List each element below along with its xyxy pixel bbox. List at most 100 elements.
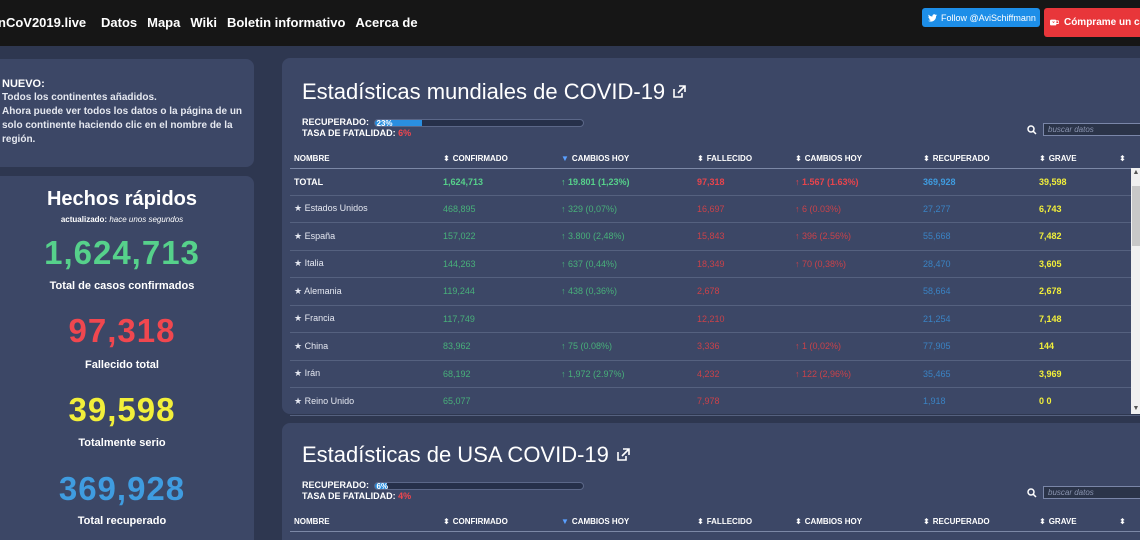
fatality-pct: 4% xyxy=(398,491,412,501)
star-icon[interactable]: ★ xyxy=(294,258,305,269)
header-confirmado[interactable]: ⬍ CONFIRMADO xyxy=(443,513,561,532)
country-label: Francia xyxy=(304,313,335,324)
header-grave[interactable]: ⬍ GRAVE xyxy=(1039,513,1119,532)
cell-value: 7,978 xyxy=(697,387,795,416)
table-row[interactable]: ★ Francia 117,749 12,210 21,254 7,148 xyxy=(290,305,1140,333)
sort-icon: ⬍ xyxy=(1039,517,1046,527)
top-navbar: nCoV2019.live Datos Mapa Wiki Boletin in… xyxy=(0,0,1140,46)
buy-coffee-button[interactable]: Cómprame un café xyxy=(1044,8,1140,37)
table-row[interactable]: ★ China 83,962 ↑ 75 (0.08%) 3,336 ↑ 1 (0,02%… xyxy=(290,332,1140,361)
cell-value: 15,843 xyxy=(697,222,795,251)
twitter-follow-button[interactable]: Follow @AviSchiffmann xyxy=(922,8,1040,27)
country-name[interactable]: ★ Irán xyxy=(290,360,443,388)
sort-icon: ⬍ xyxy=(1119,154,1126,164)
header-recuperado[interactable]: ⬍ RECUPERADO xyxy=(923,150,1039,169)
cell-value: 3,969 xyxy=(1039,360,1119,388)
country-name[interactable]: ★ Alemania xyxy=(290,277,443,306)
table-scrollbar[interactable]: ▲ ▼ xyxy=(1131,168,1140,414)
star-icon[interactable]: ★ xyxy=(294,230,305,241)
cell-value: 3,336 xyxy=(697,332,795,361)
world-stats-title[interactable]: Estadísticas mundiales de COVID-19 xyxy=(302,79,687,105)
country-name[interactable]: ★ Italia xyxy=(290,250,443,278)
updated-value: hace unos segundos xyxy=(109,215,184,224)
nav-link-boletin[interactable]: Boletin informativo xyxy=(226,15,346,30)
usa-stats-title[interactable]: Estadísticas de USA COVID-19 xyxy=(302,442,631,468)
country-label: Reino Unido xyxy=(304,395,355,406)
country-name[interactable]: ★ Francia xyxy=(290,305,443,333)
table-row[interactable]: ★ Estados Unidos 468,895 ↑ 329 (0,07%) 16,6… xyxy=(290,195,1140,223)
header-fallecido[interactable]: ⬍ FALLECIDO xyxy=(697,150,795,169)
country-label: España xyxy=(304,230,336,241)
follow-label: Follow @AviSchiffmann xyxy=(941,12,1036,23)
country-name[interactable]: ★ Estados Unidos xyxy=(290,195,443,223)
header-label: CAMBIOS HOY xyxy=(804,154,863,164)
country-name[interactable]: ★ China xyxy=(290,332,443,361)
sort-icon: ⬍ xyxy=(923,154,930,164)
cell-value: ↑ 122 (2,96%) xyxy=(795,360,923,388)
cell-value: 4,232 xyxy=(697,360,795,388)
cell-value: 1,918 xyxy=(923,387,1039,416)
star-icon[interactable]: ★ xyxy=(294,340,305,351)
header-label: CONFIRMADO xyxy=(452,517,508,527)
country-label: Italia xyxy=(304,258,324,269)
table-row[interactable]: ★ España 157,022 ↑ 3.800 (2,48%) 15,843 ↑ 39… xyxy=(290,222,1140,251)
total-change: ↑ 19.801 (1,23%) xyxy=(561,168,697,196)
header-confirmado[interactable]: ⬍ CONFIRMADO xyxy=(443,150,561,169)
header-cambios-hoy[interactable]: ▼ CAMBIOS HOY xyxy=(561,150,697,169)
header-grave[interactable]: ⬍ GRAVE xyxy=(1039,150,1119,169)
table-row[interactable]: ★ Alemania 119,244 ↑ 438 (0,36%) 2,678 58,66… xyxy=(290,277,1140,306)
brand-logo[interactable]: nCoV2019.live xyxy=(0,15,87,30)
header-extra[interactable]: ⬍ xyxy=(1119,513,1140,532)
world-search-input[interactable] xyxy=(1043,123,1140,136)
header-cambios-hoy[interactable]: ▼ CAMBIOS HOY xyxy=(561,513,697,532)
scroll-down-icon[interactable]: ▼ xyxy=(1132,405,1140,412)
total-serious: 39,598 xyxy=(1039,168,1119,196)
cell-value: ↑ 1,972 (2.97%) xyxy=(561,360,697,388)
total-deaths: 97,318 xyxy=(697,168,795,196)
cell-value: 468,895 xyxy=(443,195,561,223)
cell-value: 117,749 xyxy=(443,305,561,333)
quick-facts-panel: Hechos rápidos actualizado: hace unos se… xyxy=(0,176,254,540)
header-label: CAMBIOS HOY xyxy=(571,517,630,527)
country-name[interactable]: ★ España xyxy=(290,222,443,251)
header-extra[interactable]: ⬍ xyxy=(1119,150,1140,169)
cell-value: 12,210 xyxy=(697,305,795,333)
usa-stats-title-text: Estadísticas de USA COVID-19 xyxy=(302,442,609,467)
nav-link-acerca[interactable]: Acerca de xyxy=(355,15,418,30)
star-icon[interactable]: ★ xyxy=(294,395,305,406)
header-fallecido[interactable]: ⬍ FALLECIDO xyxy=(697,513,795,532)
usa-stats-table: NOMBRE ⬍ CONFIRMADO ▼ CAMBIOS HOY ⬍ FALLECI… xyxy=(290,513,1140,532)
header-cambios-hoy-deaths[interactable]: ⬍ CAMBIOS HOY xyxy=(795,150,923,169)
header-recuperado[interactable]: ⬍ RECUPERADO xyxy=(923,513,1039,532)
nav-link-mapa[interactable]: Mapa xyxy=(147,15,181,30)
nav-link-wiki[interactable]: Wiki xyxy=(190,15,217,30)
table-row[interactable]: ★ Italia 144,263 ↑ 637 (0,44%) 18,349 ↑ 70 (… xyxy=(290,250,1140,278)
star-icon[interactable]: ★ xyxy=(294,203,305,214)
fatality-label: TASA DE FATALIDAD: xyxy=(302,491,396,501)
header-nombre[interactable]: NOMBRE xyxy=(290,150,443,169)
nav-link-datos[interactable]: Datos xyxy=(101,15,138,30)
country-name[interactable]: ★ Reino Unido xyxy=(290,387,443,416)
cell-value: 21,254 xyxy=(923,305,1039,333)
table-row[interactable]: ★ Reino Unido 65,077 7,978 1,918 0 0 xyxy=(290,387,1140,416)
world-stats-title-text: Estadísticas mundiales de COVID-19 xyxy=(302,79,666,104)
table-header-row: NOMBRE ⬍ CONFIRMADO ▼ CAMBIOS HOY ⬍ FALLECI… xyxy=(290,150,1140,169)
header-nombre[interactable]: NOMBRE xyxy=(290,513,443,532)
world-stats-table: NOMBRE ⬍ CONFIRMADO ▼ CAMBIOS HOY ⬍ FALLECI… xyxy=(290,150,1140,416)
cell-value: 157,022 xyxy=(443,222,561,251)
recovered-progress-bar: 23% xyxy=(373,118,584,127)
country-label: Estados Unidos xyxy=(304,203,368,214)
star-icon[interactable]: ★ xyxy=(294,313,305,324)
star-icon[interactable]: ★ xyxy=(294,285,305,296)
table-row[interactable]: ★ Irán 68,192 ↑ 1,972 (2.97%) 4,232 ↑ 122 (2… xyxy=(290,360,1140,388)
header-label: FALLECIDO xyxy=(706,517,753,527)
scroll-thumb[interactable] xyxy=(1132,186,1140,246)
star-icon[interactable]: ★ xyxy=(294,368,305,379)
total-confirmed: 1,624,713 xyxy=(443,168,561,196)
usa-search-input[interactable] xyxy=(1043,486,1140,499)
scroll-up-icon[interactable]: ▲ xyxy=(1132,169,1140,176)
header-cambios-hoy-deaths[interactable]: ⬍ CAMBIOS HOY xyxy=(795,513,923,532)
total-deaths-number: 97,318 xyxy=(68,312,176,349)
recovered-label: RECUPERADO: xyxy=(302,480,370,490)
usa-stats-panel: Estadísticas de USA COVID-19 RECUPERADO:… xyxy=(282,423,1140,540)
